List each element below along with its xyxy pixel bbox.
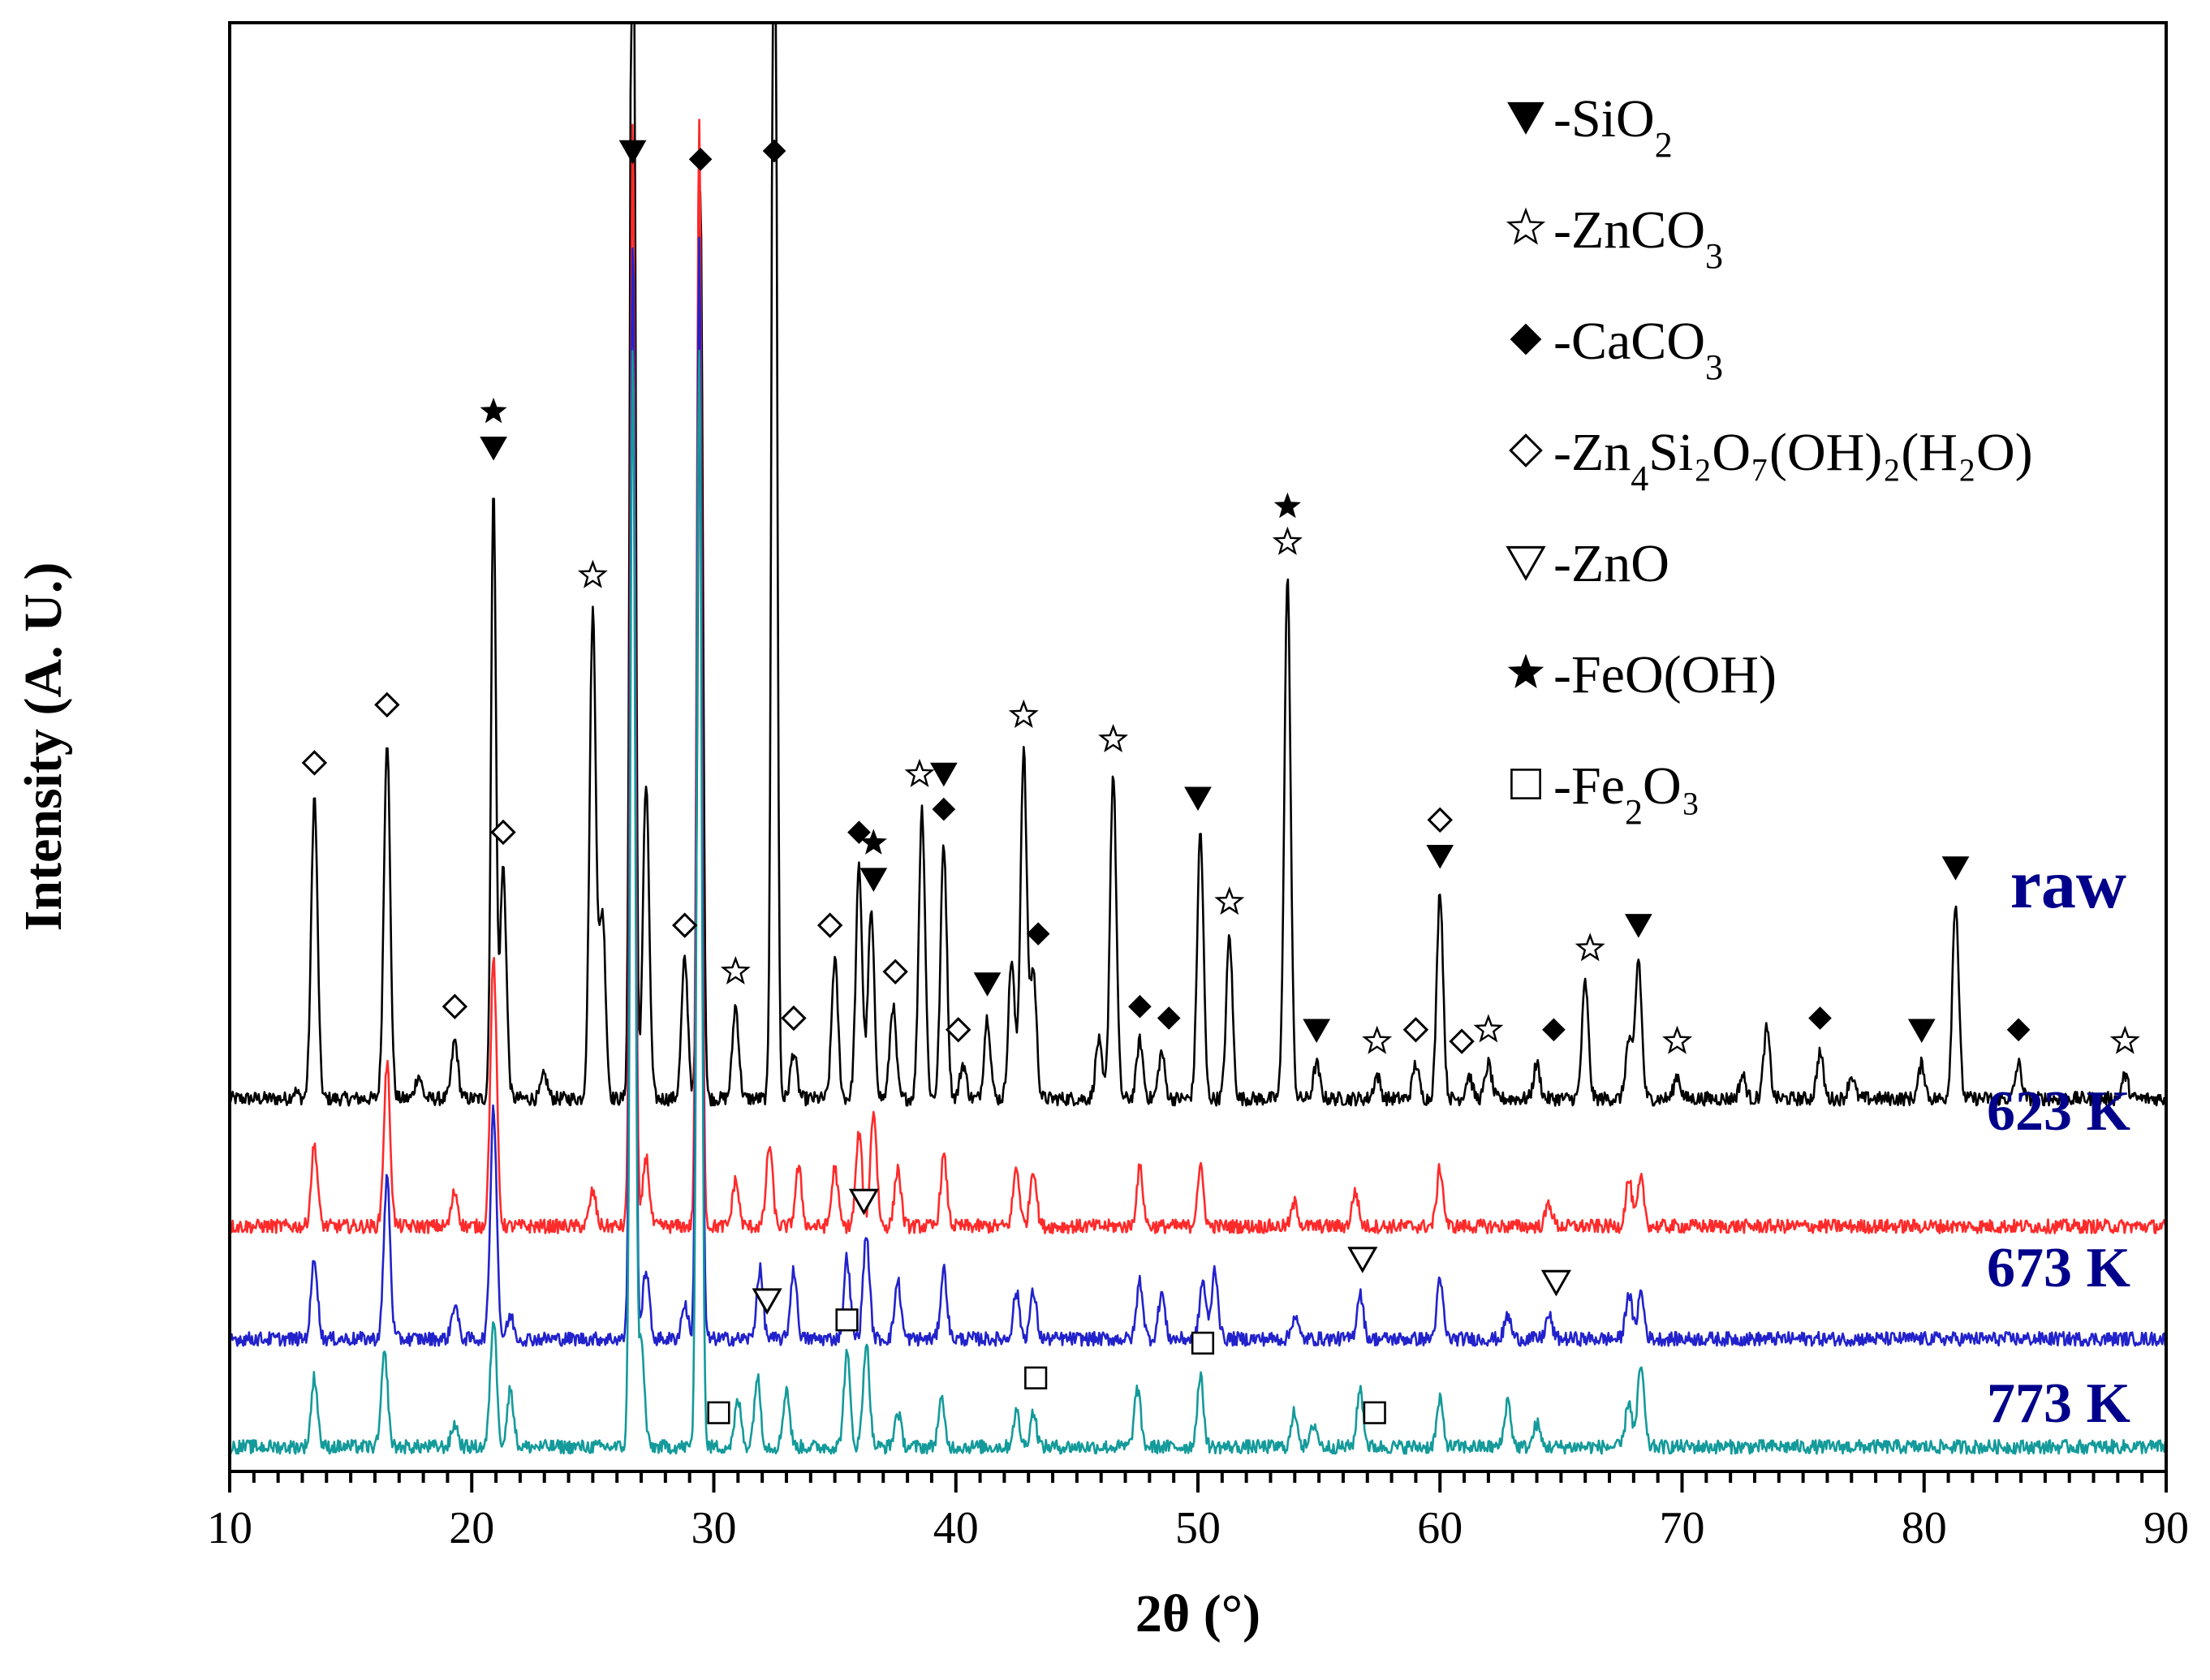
peak-marker-open-diamond	[301, 750, 328, 776]
peak-marker-filled-diamond	[1128, 994, 1152, 1019]
x-tick-label: 60	[1417, 1503, 1463, 1553]
peak-marker-filled-down-triangle	[480, 436, 507, 461]
series-label-raw: raw	[2010, 845, 2126, 923]
x-tick-label: 50	[1175, 1503, 1221, 1553]
peak-marker-filled-diamond	[1808, 1006, 1832, 1030]
peak-marker-filled-down-triangle	[618, 140, 647, 165]
x-tick-label: 40	[933, 1503, 979, 1553]
peak-marker-open-diamond	[1402, 1017, 1429, 1043]
peak-marker-open-diamond	[882, 958, 908, 985]
series-labels: raw 623 K 673 K 773 K	[1987, 845, 2130, 1435]
series-label-673k: 673 K	[1987, 1237, 2130, 1299]
legend-entry-text: -ZnO	[1553, 534, 1669, 593]
x-tick-label: 80	[1902, 1503, 1947, 1553]
series-group	[228, 21, 2168, 1455]
peak-marker-filled-down-triangle	[859, 868, 888, 892]
peak-marker-open-diamond	[442, 993, 468, 1019]
peak-marker-filled-down-triangle	[1426, 845, 1454, 869]
x-tick-label: 10	[207, 1503, 252, 1553]
peak-marker-open-star	[577, 559, 608, 588]
peak-marker-open-star	[1272, 526, 1303, 555]
peak-marker-filled-down-triangle	[1303, 1019, 1331, 1044]
peak-marker-filled-star	[859, 829, 887, 855]
peak-marker-filled-diamond	[1542, 1018, 1566, 1042]
peak-marker-filled-diamond	[688, 147, 713, 171]
peak-marker-filled-down-triangle	[973, 972, 1002, 997]
peak-marker-open-square	[1024, 1366, 1048, 1389]
peak-marker-open-star	[904, 758, 935, 787]
peak-marker-open-down-triangle	[752, 1288, 782, 1315]
peak-marker-filled-diamond	[762, 139, 786, 163]
peak-marker-filled-down-triangle	[1941, 856, 1970, 881]
series-label-773k: 773 K	[1987, 1372, 2130, 1435]
peak-marker-open-square	[835, 1308, 859, 1332]
peak-marker-open-square	[707, 1401, 730, 1424]
series-line-raw	[228, 21, 2168, 1107]
x-tick-label: 70	[1660, 1503, 1705, 1553]
x-tick-label: 90	[2143, 1503, 2189, 1553]
legend-symbol-open-square	[1510, 769, 1541, 799]
peak-marker-filled-star	[1273, 492, 1301, 519]
series-line-623k	[229, 118, 2168, 1234]
plot-frame	[228, 21, 2168, 1473]
legend-entry-text: -Zn4Si₂O₇(OH)₂(H₂O)	[1553, 423, 2033, 498]
legend-entry-text: -FeO(OH)	[1553, 645, 1777, 704]
peak-marker-open-diamond	[374, 691, 400, 718]
peak-marker-open-diamond	[1427, 807, 1453, 834]
peak-marker-open-diamond	[781, 1005, 807, 1032]
peak-marker-filled-down-triangle	[1624, 914, 1652, 938]
series-line-673k	[228, 236, 2168, 1347]
peak-marker-open-diamond	[671, 912, 698, 938]
peak-marker-filled-diamond	[1157, 1006, 1181, 1030]
peak-marker-open-star	[1662, 1025, 1693, 1054]
legend-symbol-filled-diamond	[1510, 323, 1542, 355]
peak-marker-open-diamond	[490, 819, 516, 846]
peak-marker-open-diamond	[1449, 1028, 1475, 1054]
peak-marker-filled-down-triangle	[1907, 1019, 1936, 1044]
legend-symbol-filled-down-triangle	[1507, 101, 1544, 135]
legend-symbol-filled-star	[1507, 653, 1544, 688]
series-label-623k: 623 K	[1987, 1080, 2130, 1143]
peak-marker-filled-diamond	[2006, 1018, 2031, 1042]
peak-marker-open-down-triangle	[848, 1188, 879, 1216]
peak-marker-open-star	[1098, 723, 1129, 752]
peak-marker-open-square	[1191, 1331, 1215, 1355]
peak-marker-filled-star	[480, 397, 507, 424]
x-axis-title: 2θ (°)	[1135, 1584, 1260, 1643]
peak-marker-open-star	[1575, 933, 1605, 962]
peak-marker-open-star	[2109, 1025, 2140, 1054]
peak-marker-filled-down-triangle	[1184, 786, 1212, 812]
legend-symbol-open-star	[1506, 207, 1546, 245]
peak-marker-filled-diamond	[847, 821, 871, 844]
peak-marker-open-star	[1008, 699, 1039, 728]
peak-marker-open-star	[1473, 1014, 1504, 1043]
x-axis-ticks: 10 20 30 40 50 60 70 80 90	[207, 1471, 2189, 1553]
peak-marker-open-star	[1214, 886, 1245, 915]
legend-entry-text: -CaCO3	[1553, 312, 1723, 387]
peak-marker-open-star	[720, 955, 751, 984]
peak-marker-filled-diamond	[1026, 922, 1050, 946]
legend-entry-text: -SiO2	[1553, 89, 1673, 165]
peak-marker-open-down-triangle	[1540, 1269, 1571, 1297]
peak-marker-open-diamond	[816, 912, 843, 938]
legend-entry-text: -Fe2O₃	[1553, 756, 1700, 832]
peak-markers	[301, 139, 2140, 1424]
x-tick-label: 30	[691, 1503, 737, 1553]
x-tick-label: 20	[449, 1503, 494, 1553]
peak-marker-filled-down-triangle	[929, 762, 958, 787]
legend-symbol-open-down-triangle	[1506, 545, 1546, 581]
peak-marker-open-square	[1363, 1401, 1386, 1424]
peak-marker-open-down-triangle	[1347, 1247, 1378, 1273]
legend-entry-text: -ZnCO3	[1553, 200, 1723, 276]
series-line-773k	[228, 349, 2168, 1455]
peak-marker-open-star	[1362, 1025, 1393, 1054]
legend-symbol-open-diamond	[1509, 433, 1543, 467]
y-axis-title: Intensity (A. U.)	[14, 562, 73, 932]
legend: -SiO2 -ZnCO3 -CaCO3 -Zn4Si₂O₇(OH)₂(H₂O) -ZnO…	[1506, 89, 2033, 832]
peak-marker-open-diamond	[946, 1017, 971, 1043]
peak-marker-filled-diamond	[932, 797, 956, 821]
